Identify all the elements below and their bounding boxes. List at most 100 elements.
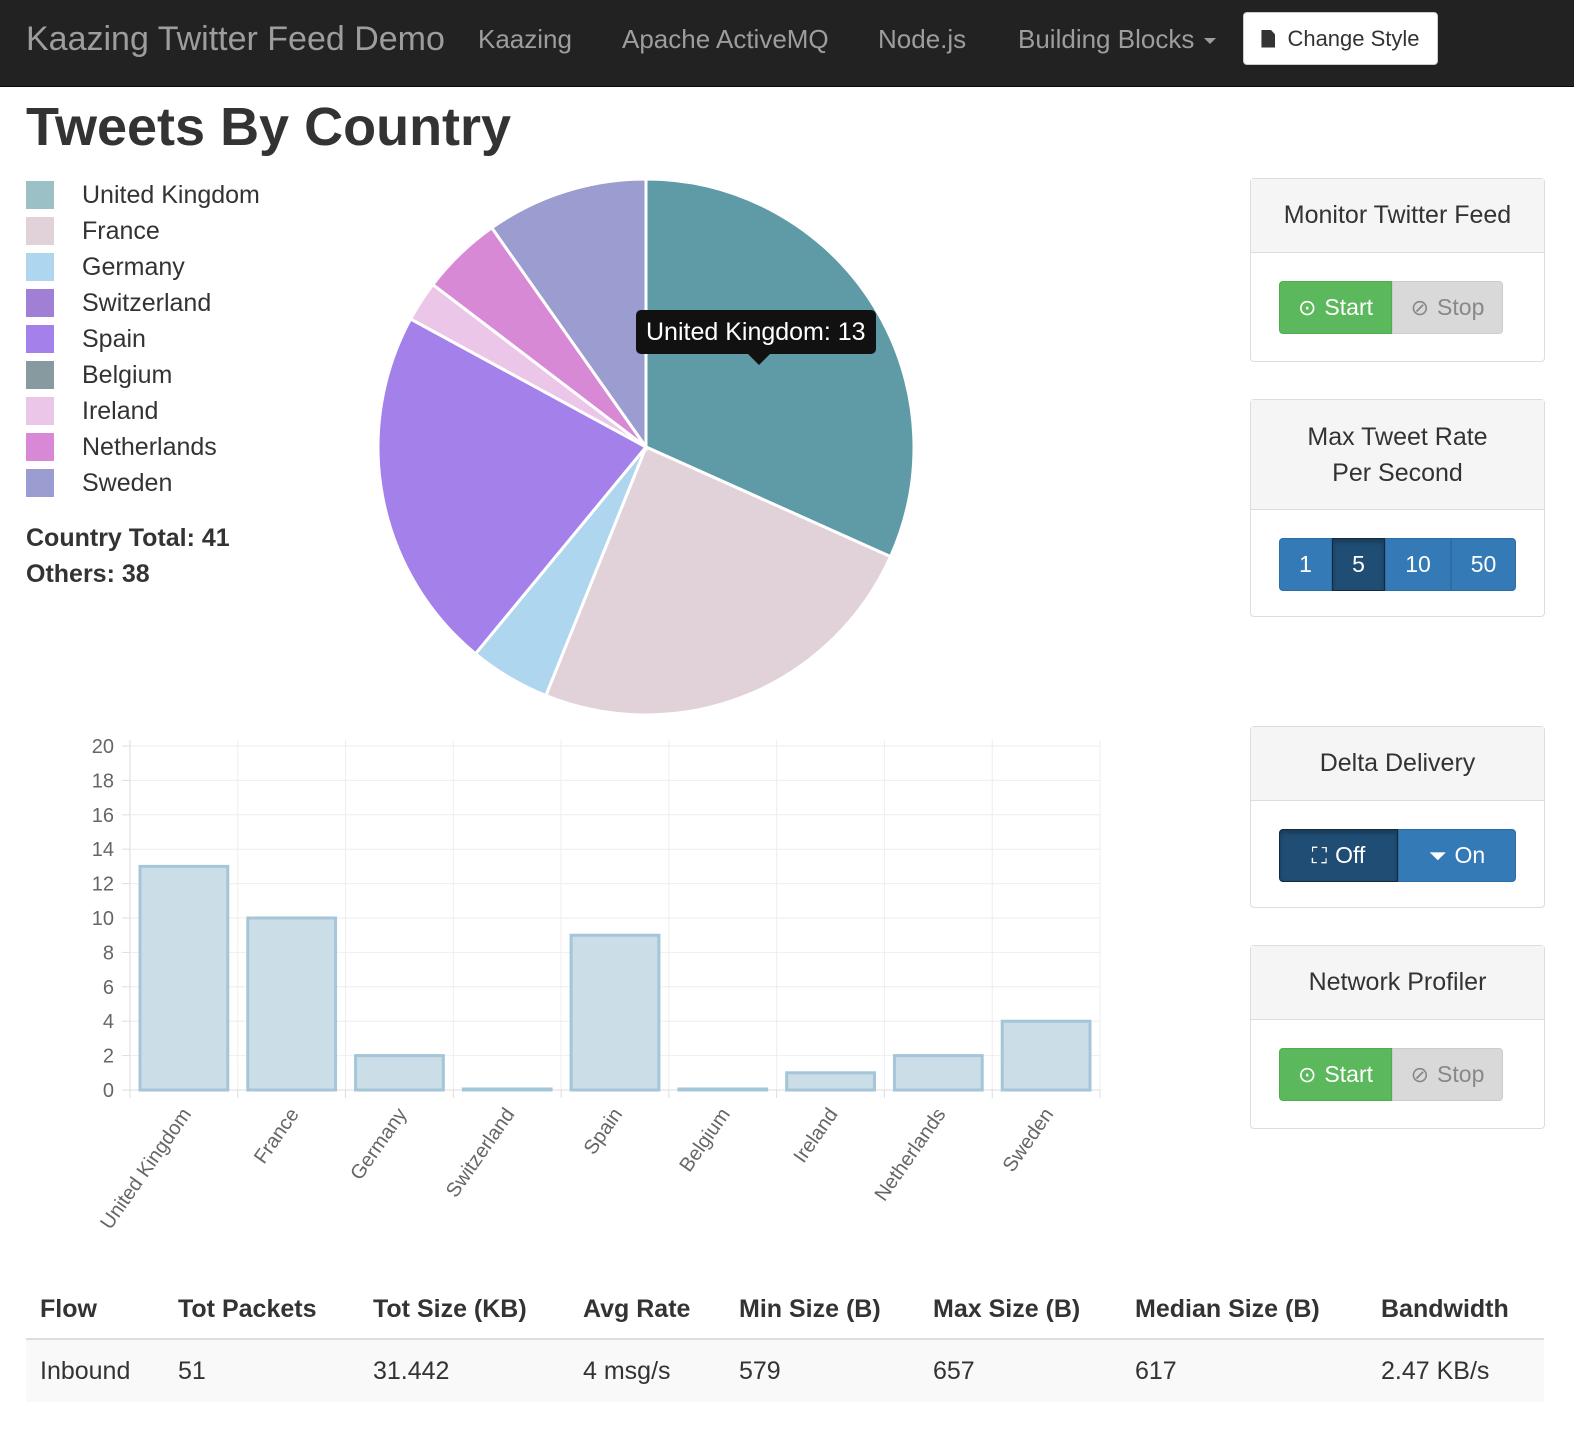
pie-slice-france[interactable]	[543, 444, 893, 717]
x-tick-label: Netherlands	[871, 1104, 951, 1205]
legend-swatch	[26, 397, 54, 425]
legend-swatch	[26, 433, 54, 461]
legend-item-france: France	[26, 213, 260, 249]
legend-label: Netherlands	[82, 432, 217, 461]
nav-link-activemq[interactable]: Apache ActiveMQ	[622, 24, 829, 54]
bar-spain[interactable]	[569, 933, 661, 1092]
profiler-start-button[interactable]: ⊙ Start	[1279, 1048, 1392, 1101]
x-tick-label: Sweden	[999, 1104, 1058, 1176]
totals: Country Total: 41 Others: 38	[26, 520, 230, 592]
legend-item-switzerland: Switzerland	[26, 285, 260, 321]
play-circle-icon: ⊙	[1297, 294, 1317, 320]
legend-label: France	[82, 216, 160, 245]
profiler-panel: Network Profiler ⊙ Start ⊘ Stop	[1250, 945, 1545, 1129]
pie-slice-spain[interactable]	[376, 316, 649, 656]
bar-united-kingdom[interactable]	[138, 864, 230, 1092]
legend-swatch	[26, 361, 54, 389]
bar-germany[interactable]	[354, 1054, 445, 1092]
rate-option-1[interactable]: 1	[1279, 538, 1332, 591]
legend-item-united-kingdom: United Kingdom	[26, 177, 260, 213]
nav-dropdown-label: Building Blocks	[1018, 24, 1195, 54]
monitor-start-label: Start	[1324, 294, 1373, 320]
change-style-button[interactable]: Change Style	[1243, 12, 1438, 65]
nav-dropdown-building-blocks[interactable]: Building Blocks	[1018, 24, 1217, 55]
legend-label: Sweden	[82, 468, 173, 497]
col-median-size: Median Size (B)	[1121, 1280, 1367, 1340]
bar-switzerland[interactable]	[461, 1087, 553, 1092]
x-tick-label: Switzerland	[442, 1104, 519, 1201]
legend-label: Germany	[82, 252, 185, 281]
legend-swatch	[26, 469, 54, 497]
page-title: Tweets By Country	[26, 97, 512, 157]
network-stats-table: Flow Tot Packets Tot Size (KB) Avg Rate …	[26, 1280, 1544, 1402]
legend-item-spain: Spain	[26, 321, 260, 357]
legend-item-ireland: Ireland	[26, 393, 260, 429]
brand-title[interactable]: Kaazing Twitter Feed Demo	[26, 20, 445, 58]
y-tick-label: 18	[92, 770, 114, 792]
monitor-panel-title: Monitor Twitter Feed	[1251, 179, 1544, 253]
legend-swatch	[26, 217, 54, 245]
table-cell: 51	[164, 1338, 359, 1402]
rate-option-5[interactable]: 5	[1332, 538, 1385, 591]
table-cell: 579	[725, 1338, 919, 1402]
legend-item-belgium: Belgium	[26, 357, 260, 393]
legend-swatch	[26, 253, 54, 281]
change-style-label: Change Style	[1287, 25, 1420, 51]
delta-on-button[interactable]: ⏷ On	[1398, 829, 1516, 882]
rate-panel: Max Tweet Rate Per Second 1 5 10 50	[1250, 399, 1545, 617]
rate-option-50[interactable]: 50	[1451, 538, 1516, 591]
x-tick-label: Ireland	[790, 1104, 843, 1167]
col-tot-size: Tot Size (KB)	[359, 1280, 569, 1340]
table-cell: 617	[1121, 1338, 1367, 1402]
file-icon	[1261, 29, 1276, 48]
monitor-stop-label: Stop	[1437, 294, 1485, 320]
legend-label: Spain	[82, 324, 146, 353]
delta-off-button[interactable]: ⛶ Off	[1279, 829, 1398, 882]
table-cell: Inbound	[26, 1338, 164, 1402]
y-tick-label: 16	[92, 805, 114, 827]
pie-tooltip: United Kingdom: 13	[636, 310, 876, 354]
y-tick-label: 2	[103, 1046, 114, 1068]
col-tot-packets: Tot Packets	[164, 1280, 359, 1340]
monitor-stop-button[interactable]: ⊘ Stop	[1392, 281, 1503, 334]
bar-chart: 0 2 4 6 8 10 12 14 16 18 20 United Kingdom France Ger…	[92, 736, 1101, 1233]
y-tick-label: 10	[92, 908, 114, 930]
nav-link-kaazing[interactable]: Kaazing	[478, 24, 572, 54]
rate-panel-title: Max Tweet Rate Per Second	[1251, 400, 1544, 510]
filter-icon: ⏷	[1428, 842, 1447, 868]
y-tick-label: 0	[103, 1080, 114, 1102]
y-tick-label: 20	[92, 736, 114, 758]
table-cell: 4 msg/s	[569, 1338, 725, 1402]
profiler-stop-button[interactable]: ⊘ Stop	[1392, 1048, 1503, 1101]
rate-title-line1: Max Tweet Rate	[1307, 422, 1488, 451]
col-max-size: Max Size (B)	[919, 1280, 1121, 1340]
y-tick-label: 14	[92, 839, 114, 861]
monitor-start-button[interactable]: ⊙ Start	[1279, 281, 1392, 334]
legend-item-sweden: Sweden	[26, 465, 260, 501]
table-cell: 31.442	[359, 1338, 569, 1402]
bar-sweden[interactable]	[1000, 1019, 1092, 1092]
col-flow: Flow	[26, 1280, 164, 1340]
x-tick-label: Germany	[346, 1104, 411, 1184]
pie-chart	[376, 177, 916, 717]
table-cell: 2.47 KB/s	[1367, 1338, 1544, 1402]
legend-item-netherlands: Netherlands	[26, 429, 260, 465]
delta-panel: Delta Delivery ⛶ Off ⏷ On	[1250, 726, 1545, 908]
profiler-stop-label: Stop	[1437, 1061, 1485, 1087]
y-tick-label: 6	[103, 977, 114, 999]
table-row: Inbound 51 31.442 4 msg/s 579 657 617 2.…	[26, 1338, 1544, 1402]
delta-off-label: Off	[1335, 842, 1366, 868]
legend-label: Switzerland	[82, 288, 212, 317]
bar-netherlands[interactable]	[892, 1054, 984, 1092]
bar-belgium[interactable]	[677, 1087, 769, 1092]
y-tick-label: 8	[103, 942, 114, 964]
legend-swatch	[26, 181, 54, 209]
nav-link-nodejs[interactable]: Node.js	[878, 24, 967, 54]
fullscreen-icon: ⛶	[1311, 842, 1328, 868]
rate-option-10[interactable]: 10	[1385, 538, 1451, 591]
bar-ireland[interactable]	[785, 1071, 876, 1092]
pie-slice-sweden[interactable]	[489, 177, 648, 452]
pie-slice-united-kingdom[interactable]	[644, 177, 916, 559]
profiler-panel-title: Network Profiler	[1251, 946, 1544, 1020]
bar-france[interactable]	[246, 916, 338, 1092]
